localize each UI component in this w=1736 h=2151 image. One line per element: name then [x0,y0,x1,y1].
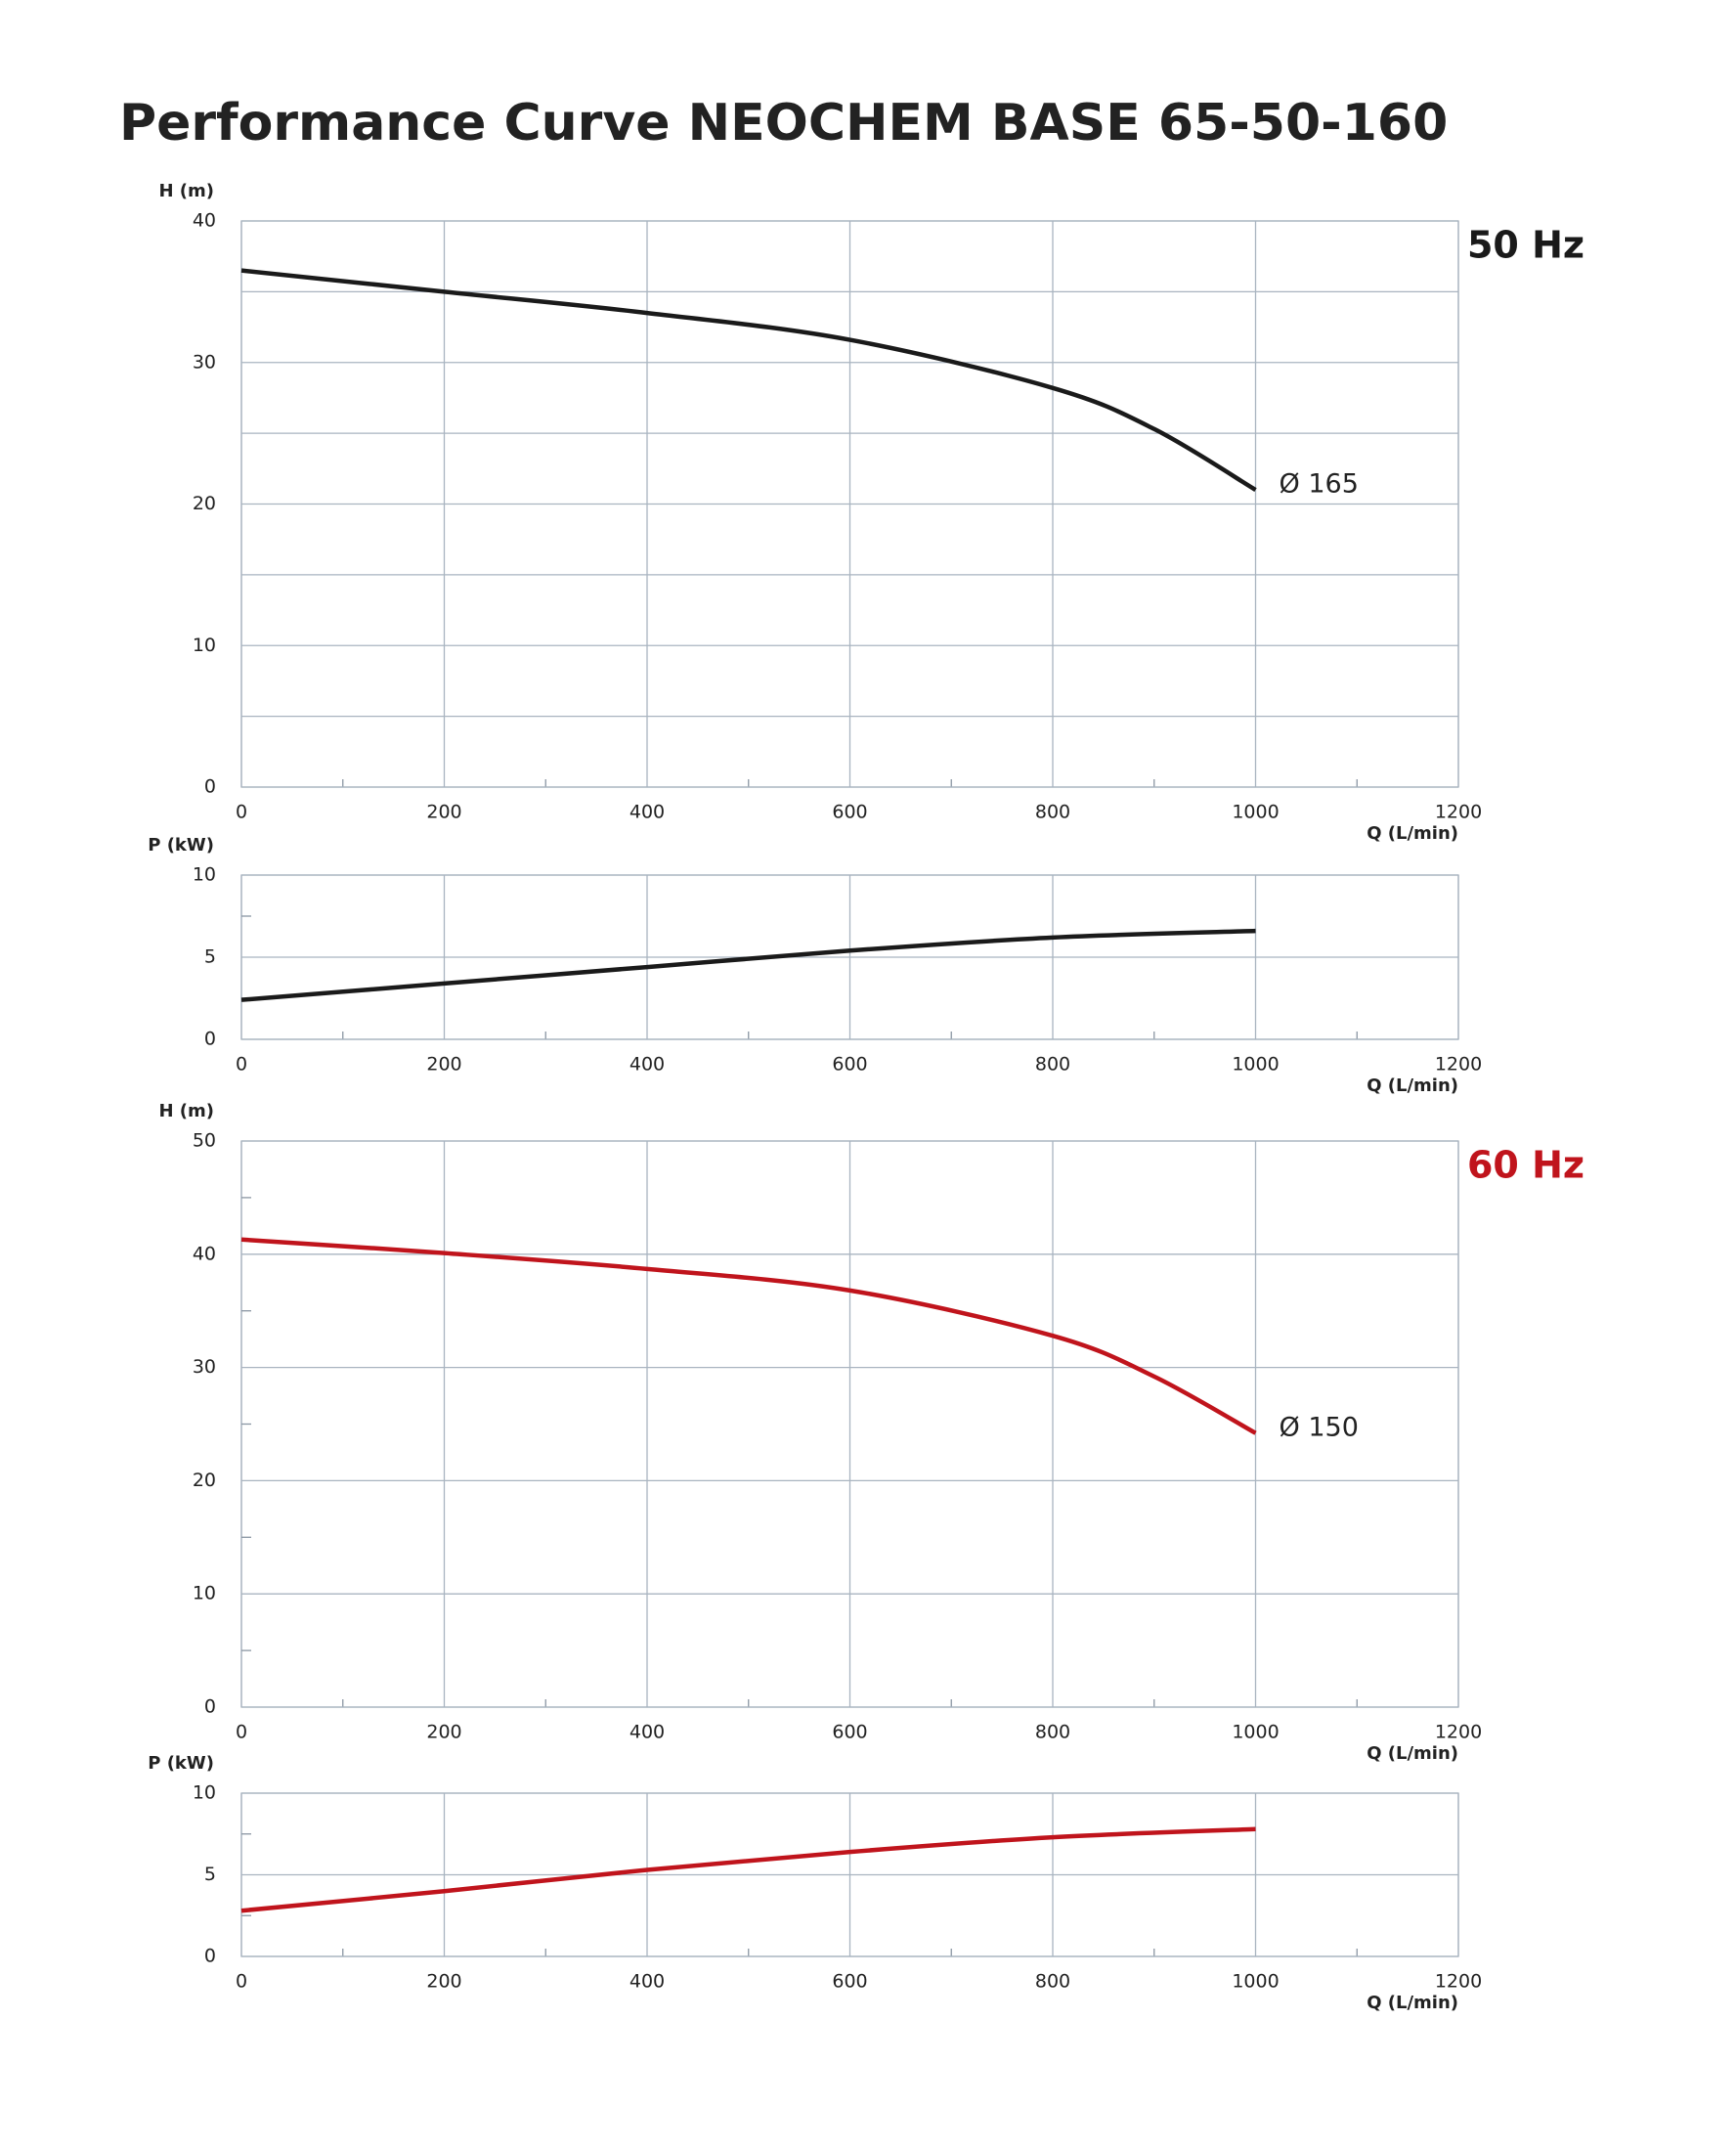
x-tick-label: 200 [426,1722,461,1743]
y-tick-label: 5 [204,1864,216,1885]
curve-label: Ø 150 [1280,1412,1359,1442]
curve [240,928,1256,1002]
curve [240,1237,1257,1435]
x-tick-label: 1000 [1232,1722,1279,1743]
y-tick-label: 5 [204,946,216,968]
x-tick-label: 1200 [1435,1971,1482,1993]
y-tick-label: 0 [204,776,216,798]
x-tick-label: 800 [1035,802,1070,823]
x-tick-label: 800 [1035,1971,1070,1993]
x-tick-label: 200 [426,802,461,823]
y-tick-label: 0 [204,1029,216,1050]
x-tick-label: 200 [426,1971,461,1993]
x-tick-label: 800 [1035,1722,1070,1743]
curve-label: Ø 165 [1280,469,1359,500]
x-axis-label: Q (L/min) [1367,1076,1458,1096]
y-tick-label: 10 [193,635,216,656]
y-tick-label: 20 [193,1470,216,1491]
x-tick-label: 1200 [1435,1054,1482,1076]
x-axis-label: Q (L/min) [1367,1743,1458,1764]
frequency-label: 60 Hz [1467,1144,1584,1187]
x-tick-label: 0 [236,1722,247,1743]
x-tick-label: 600 [832,1054,867,1076]
x-tick-label: 400 [629,802,665,823]
y-axis-label: P (kW) [148,835,214,856]
y-tick-label: 30 [193,1356,216,1378]
x-tick-label: 400 [629,1054,665,1076]
x-tick-label: 0 [236,1054,247,1076]
x-axis-label: Q (L/min) [1367,1993,1458,2013]
y-tick-label: 50 [193,1130,216,1152]
y-tick-label: 20 [193,493,216,514]
frequency-label: 50 Hz [1467,224,1584,267]
y-tick-label: 10 [193,1782,216,1804]
x-tick-label: 200 [426,1054,461,1076]
page-title: Performance Curve NEOCHEM BASE 65-50-160 [119,94,1448,153]
y-tick-label: 30 [193,351,216,373]
x-tick-label: 1200 [1435,802,1482,823]
x-tick-label: 1000 [1232,802,1279,823]
x-tick-label: 0 [236,1971,247,1993]
y-tick-label: 10 [193,864,216,886]
x-tick-label: 0 [236,802,247,823]
x-tick-label: 400 [629,1971,665,1993]
y-axis-label: H (m) [158,181,214,201]
y-tick-label: 0 [204,1696,216,1718]
y-tick-label: 40 [193,1243,216,1264]
y-tick-label: 40 [193,210,216,232]
curve [240,268,1257,492]
y-tick-label: 10 [193,1583,216,1604]
x-tick-label: 1000 [1232,1054,1279,1076]
x-tick-label: 1200 [1435,1722,1482,1743]
curve [240,1826,1256,1913]
x-tick-label: 600 [832,802,867,823]
x-tick-label: 600 [832,1971,867,1993]
x-axis-label: Q (L/min) [1367,823,1458,844]
y-axis-label: H (m) [158,1101,214,1121]
x-tick-label: 400 [629,1722,665,1743]
x-tick-label: 1000 [1232,1971,1279,1993]
y-tick-label: 0 [204,1946,216,1967]
y-axis-label: P (kW) [148,1753,214,1774]
x-tick-label: 800 [1035,1054,1070,1076]
x-tick-label: 600 [832,1722,867,1743]
